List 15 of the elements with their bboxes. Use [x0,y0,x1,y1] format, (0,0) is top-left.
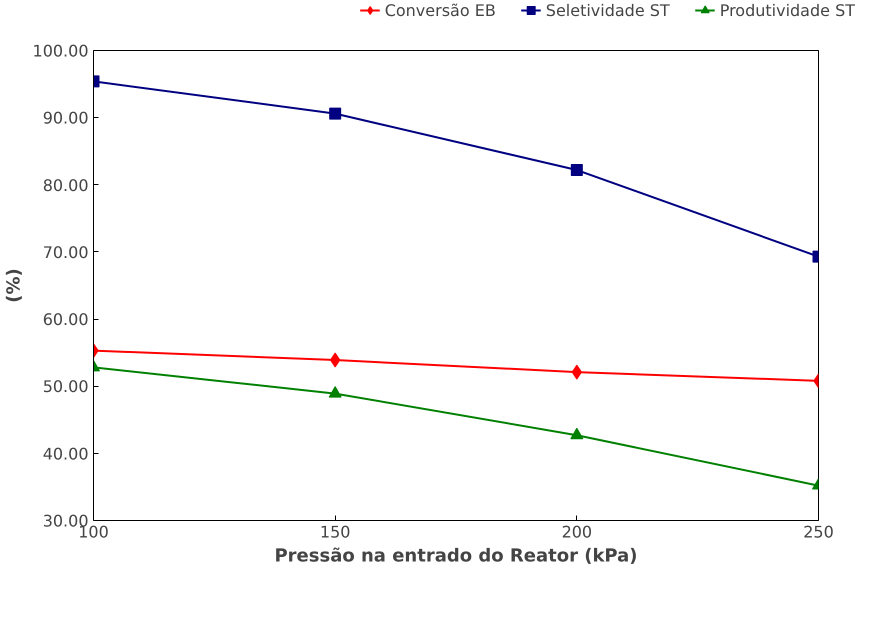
x-tick-label: 250 [803,522,834,542]
x-tick-label: 200 [562,522,592,542]
x-tick-label: 150 [320,522,350,542]
y-tick-label: 100.00 [32,42,88,60]
x-axis-title: Pressão na entrado do Reator (kPa) [274,546,638,566]
legend-label: Produtividade ST [720,0,855,20]
y-tick-label: 70.00 [42,242,89,262]
y-tick-label: 80.00 [42,176,89,195]
y-tick-label: 40.00 [42,444,89,464]
y-axis-title: (%) [4,268,25,303]
y-tick-label: 50.00 [42,377,89,396]
legend-label: Seletividade ST [546,0,670,20]
y-tick-label: 90.00 [42,108,89,128]
y-tick-label: 60.00 [42,310,89,330]
legend-label: Conversão EB [384,0,496,20]
